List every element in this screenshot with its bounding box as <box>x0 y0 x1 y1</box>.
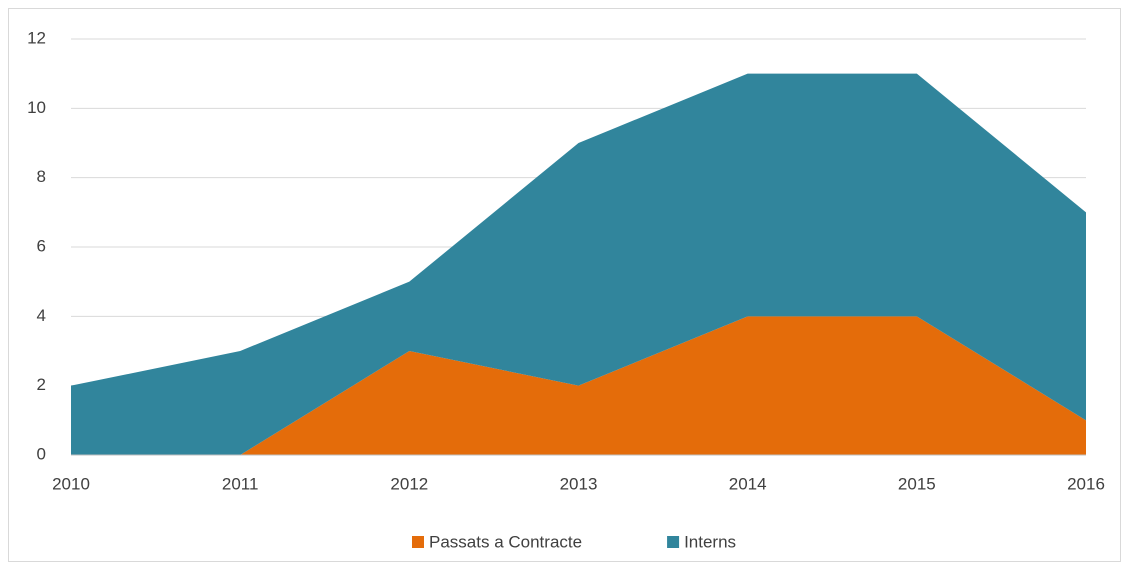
x-tick-label: 2012 <box>390 474 428 493</box>
x-tick-label: 2014 <box>729 474 767 493</box>
area <box>71 316 1086 455</box>
x-tick-label: 2016 <box>1067 474 1105 493</box>
x-tick-label: 2010 <box>52 474 90 493</box>
y-tick-label: 6 <box>37 236 46 255</box>
x-tick-label: 2015 <box>898 474 936 493</box>
legend-swatch <box>412 536 424 548</box>
legend-swatch <box>667 536 680 548</box>
y-tick-label: 2 <box>37 375 46 394</box>
y-tick-label: 4 <box>37 306 46 325</box>
y-tick-label: 10 <box>27 98 46 117</box>
legend-label: Passats a Contracte <box>429 532 582 551</box>
legend-label: Interns <box>684 532 736 551</box>
y-tick-label: 12 <box>27 28 46 47</box>
x-tick-label: 2011 <box>222 474 259 493</box>
y-tick-label: 8 <box>37 167 46 186</box>
x-tick-label: 2013 <box>560 474 598 493</box>
y-tick-label: 0 <box>37 444 46 463</box>
area <box>71 73 1086 456</box>
